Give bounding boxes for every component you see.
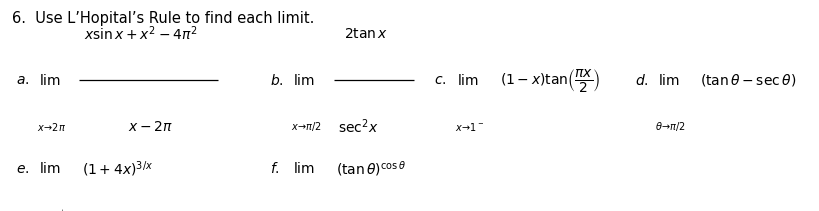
Text: $\lim$: $\lim$ (293, 161, 315, 176)
Text: $\lim$: $\lim$ (39, 73, 61, 88)
Text: $x\!\rightarrow\!\pi/2$: $x\!\rightarrow\!\pi/2$ (291, 120, 322, 133)
Text: $x\!\rightarrow\!2\pi$: $x\!\rightarrow\!2\pi$ (37, 121, 66, 133)
Text: $(\tan\theta)^{\cos\theta}$: $(\tan\theta)^{\cos\theta}$ (336, 159, 406, 178)
Text: $\theta\!\rightarrow\!\pi/2$: $\theta\!\rightarrow\!\pi/2$ (291, 209, 322, 211)
Text: 6.  Use L’Hopital’s Rule to find each limit.: 6. Use L’Hopital’s Rule to find each lim… (12, 11, 314, 26)
Text: $2\tan x$: $2\tan x$ (344, 27, 388, 41)
Text: $x\sin x+x^2-4\pi^2$: $x\sin x+x^2-4\pi^2$ (84, 24, 198, 43)
Text: $\lim$: $\lim$ (39, 161, 61, 176)
Text: $a.$: $a.$ (16, 73, 29, 87)
Text: $c.$: $c.$ (434, 73, 446, 87)
Text: $\sec^2\!x$: $\sec^2\!x$ (338, 117, 378, 136)
Text: $(1+4x)^{3/x}$: $(1+4x)^{3/x}$ (82, 159, 153, 179)
Text: $(1-x)\tan\!\left(\dfrac{\pi x}{2}\right)$: $(1-x)\tan\!\left(\dfrac{\pi x}{2}\right… (500, 67, 600, 94)
Text: $f.$: $f.$ (270, 161, 280, 176)
Text: $\lim$: $\lim$ (293, 73, 315, 88)
Text: $(\tan\theta-\sec\theta)$: $(\tan\theta-\sec\theta)$ (700, 72, 797, 88)
Text: $x\!\rightarrow\!1^-$: $x\!\rightarrow\!1^-$ (455, 121, 484, 133)
Text: $x-2\pi$: $x-2\pi$ (128, 120, 173, 134)
Text: $\lim$: $\lim$ (658, 73, 680, 88)
Text: $x\!\rightarrow\!0^+$: $x\!\rightarrow\!0^+$ (37, 209, 66, 211)
Text: $b.$: $b.$ (270, 73, 284, 88)
Text: $\theta\!\rightarrow\!\pi/2$: $\theta\!\rightarrow\!\pi/2$ (655, 120, 686, 133)
Text: $\lim$: $\lim$ (457, 73, 479, 88)
Text: $d.$: $d.$ (635, 73, 649, 88)
Text: $e.$: $e.$ (16, 162, 29, 176)
